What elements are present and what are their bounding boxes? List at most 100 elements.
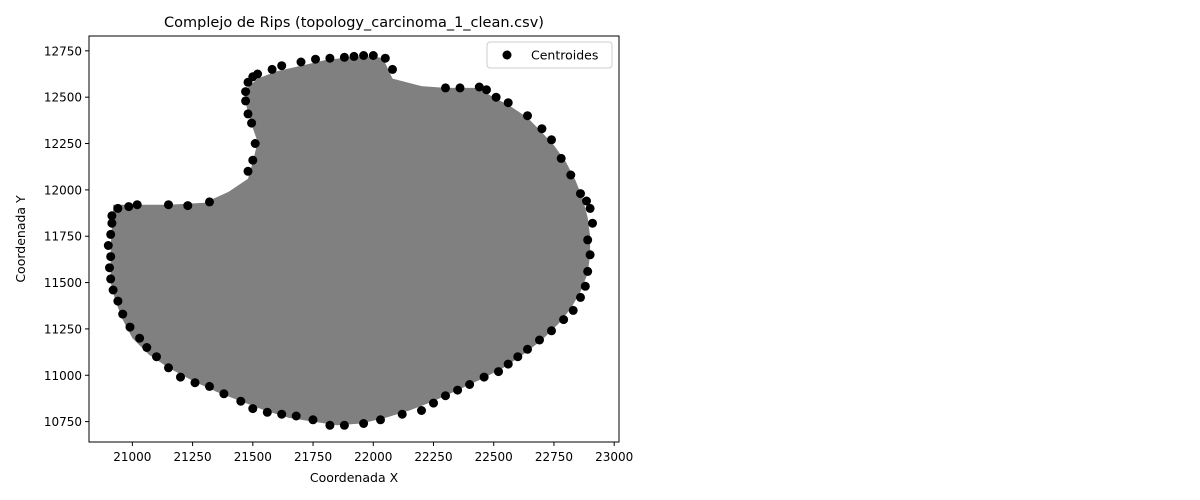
centroid-point: [359, 51, 369, 60]
centroid-point: [183, 201, 193, 211]
centroid-point: [556, 153, 566, 163]
centroid-point: [339, 420, 349, 430]
centroid-point: [118, 309, 128, 319]
centroid-point: [152, 352, 161, 362]
centroid-point: [580, 281, 590, 291]
x-tick-label: 21000: [113, 450, 151, 464]
centroid-point: [164, 363, 173, 373]
centroid-point: [103, 241, 113, 250]
centroid-point: [441, 83, 450, 93]
centroid-point: [388, 64, 397, 74]
x-tick-label: 22500: [475, 450, 513, 464]
x-tick-label: 21750: [294, 450, 332, 464]
centroid-point: [513, 352, 523, 362]
centroid-point: [248, 155, 258, 165]
centroid-point: [106, 274, 116, 284]
centroid-point: [576, 189, 585, 199]
x-tick-label: 22250: [414, 450, 452, 464]
centroid-point: [113, 296, 123, 306]
centroid-point: [236, 396, 246, 406]
x-tick-label: 22750: [535, 450, 573, 464]
centroid-point: [277, 409, 287, 419]
centroid-point: [219, 389, 229, 399]
centroid-point: [547, 326, 556, 336]
centroid-point: [585, 203, 595, 213]
centroid-point: [380, 53, 390, 63]
x-tick-label: 23000: [595, 450, 633, 464]
centroid-point: [113, 203, 123, 213]
centroid-point: [368, 51, 378, 60]
centroid-point: [241, 87, 251, 97]
y-tick-label: 11750: [44, 230, 82, 244]
centroid-point: [376, 415, 385, 425]
centroid-point: [108, 285, 118, 295]
y-tick-label: 11250: [44, 322, 82, 336]
chart-title: Complejo de Rips (topology_carcinoma_1_c…: [164, 15, 544, 31]
centroid-point: [124, 202, 134, 212]
centroid-point: [277, 61, 287, 71]
centroid-point: [503, 359, 513, 369]
centroid-point: [441, 391, 450, 401]
axes-frame: [88, 35, 620, 443]
centroid-point: [417, 406, 426, 415]
centroid-point: [359, 419, 369, 428]
centroid-point: [494, 367, 503, 377]
centroid-point: [582, 196, 591, 206]
y-tick-label: 10750: [44, 415, 82, 429]
centroid-point: [547, 135, 556, 145]
centroid-point: [588, 218, 597, 228]
centroid-point: [105, 263, 114, 273]
centroid-point: [243, 109, 253, 119]
centroid-point: [474, 82, 484, 92]
centroid-point: [296, 57, 306, 67]
centroid-point: [455, 83, 465, 93]
centroid-point: [125, 322, 135, 332]
centroid-point: [248, 404, 258, 414]
legend-entry-centroides: Centroides: [531, 48, 598, 63]
centroid-point: [106, 252, 116, 262]
centroid-point: [241, 96, 251, 106]
centroid-point: [325, 53, 335, 63]
centroid-point: [267, 64, 277, 74]
centroid-point: [291, 411, 301, 421]
y-axis-label: Coordenada Y: [13, 195, 28, 283]
y-tick-label: 12000: [44, 183, 82, 197]
centroid-point: [585, 250, 595, 260]
x-tick-label: 22000: [354, 450, 392, 464]
x-tick-label: 21250: [173, 450, 211, 464]
x-axis-label: Coordenada X: [310, 470, 399, 485]
centroid-point: [132, 200, 142, 210]
centroid-point: [250, 139, 260, 148]
y-tick-label: 11000: [44, 369, 82, 383]
legend: Centroides: [486, 41, 613, 69]
centroid-point: [311, 54, 320, 64]
centroid-point: [535, 335, 544, 345]
x-tick-label: 21500: [234, 450, 272, 464]
centroid-point: [349, 51, 359, 61]
centroid-point: [142, 343, 152, 352]
centroid-point: [325, 420, 335, 430]
centroid-point: [243, 166, 253, 176]
centroid-point: [397, 409, 407, 419]
centroid-point: [190, 378, 200, 388]
y-tick-label: 12500: [44, 91, 82, 105]
centroid-point: [537, 124, 547, 134]
centroid-point: [583, 235, 593, 245]
centroid-point: [583, 266, 593, 276]
centroid-point: [429, 398, 438, 408]
y-tick-label: 12750: [44, 44, 82, 58]
centroid-point: [339, 52, 349, 62]
centroid-point: [135, 333, 145, 343]
centroid-point: [205, 381, 214, 391]
x-axis-ticks: 21000 21250 21500 21750 22000 22250 22500 22750…: [113, 442, 633, 464]
centroid-point: [491, 92, 501, 102]
y-tick-label: 12250: [44, 137, 82, 151]
centroid-point: [523, 111, 532, 121]
legend-marker: [502, 50, 512, 60]
centroid-point: [308, 415, 318, 425]
rips-complex-area: [110, 56, 591, 426]
centroid-point: [566, 170, 576, 180]
y-axis-ticks: 10750 11000 11250 11500 11750 12000 12250 12500…: [44, 44, 89, 429]
centroid-point: [107, 218, 117, 228]
centroid-point: [576, 292, 585, 302]
